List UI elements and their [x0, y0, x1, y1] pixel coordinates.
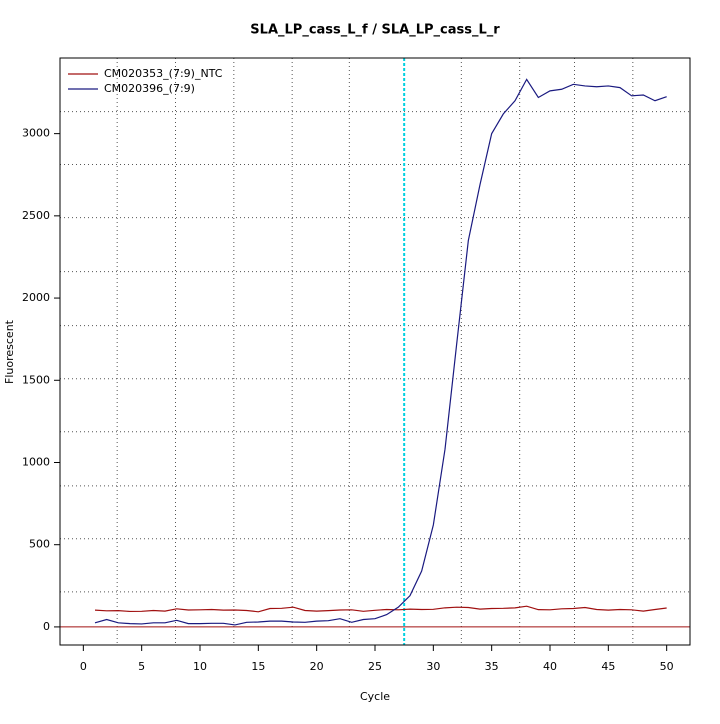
x-tick-label: 30	[426, 660, 440, 673]
x-tick-label: 10	[193, 660, 207, 673]
series-line	[94, 605, 667, 613]
x-tick-label: 15	[251, 660, 265, 673]
legend-label: CM020396_(7:9)	[104, 82, 195, 95]
x-tick-label: 0	[80, 660, 87, 673]
y-tick-label: 3000	[22, 127, 50, 140]
x-tick-label: 5	[138, 660, 145, 673]
x-tick-label: 35	[485, 660, 499, 673]
y-tick-label: 0	[43, 620, 50, 633]
x-tick-label: 40	[543, 660, 557, 673]
y-tick-label: 500	[29, 538, 50, 551]
x-tick-label: 45	[601, 660, 615, 673]
y-tick-label: 2500	[22, 209, 50, 222]
chart-title: SLA_LP_cass_L_f / SLA_LP_cass_L_r	[250, 23, 500, 38]
series-line	[94, 78, 667, 626]
x-tick-label: 20	[310, 660, 324, 673]
x-axis-label: Cycle	[360, 690, 390, 703]
x-tick-label: 25	[368, 660, 382, 673]
y-tick-label: 1000	[22, 455, 50, 468]
legend-label: CM020353_(7:9)_NTC	[104, 67, 223, 80]
y-tick-label: 1500	[22, 373, 50, 386]
x-tick-label: 50	[660, 660, 674, 673]
y-axis-label: Fluorescent	[3, 319, 16, 384]
y-tick-label: 2000	[22, 291, 50, 304]
